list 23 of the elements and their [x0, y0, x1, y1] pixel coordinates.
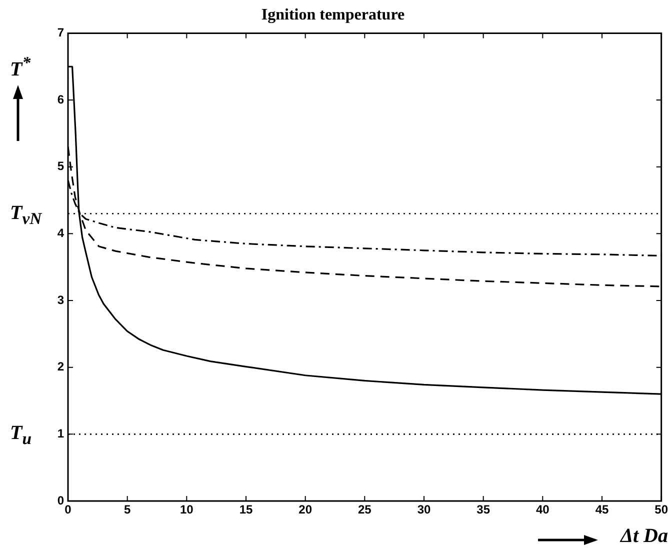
y-tick-label: 2: [57, 360, 64, 374]
ref-line-label: T$_{u}$: [10, 422, 32, 450]
x-tick-label: 15: [239, 502, 253, 517]
y-tick-label: 4: [57, 226, 64, 240]
y-tick-label: 6: [57, 92, 64, 106]
x-tick-label: 10: [180, 502, 194, 517]
x-axis-title: Δt Da: [620, 525, 668, 548]
chart-title: Ignition temperature: [261, 6, 405, 24]
x-tick-label: 50: [654, 502, 668, 517]
x-tick-label: 35: [476, 502, 490, 517]
ref-line-label: T$_{vN}$: [10, 202, 42, 229]
x-tick-label: 20: [298, 502, 312, 517]
y-tick-label: 7: [57, 26, 64, 40]
x-tick-label: 30: [417, 502, 431, 517]
y-tick-label: 0: [57, 493, 64, 508]
x-tick-label: 40: [536, 502, 550, 517]
x-tick-label: 25: [358, 502, 372, 517]
x-tick-label: 45: [595, 502, 609, 517]
y-tick-label: 3: [57, 292, 64, 307]
y-axis-title: T$^{*}$: [10, 53, 31, 82]
y-tick-label: 1: [57, 426, 64, 440]
y-tick-label: 5: [57, 159, 64, 174]
x-tick-label: 5: [124, 502, 131, 517]
